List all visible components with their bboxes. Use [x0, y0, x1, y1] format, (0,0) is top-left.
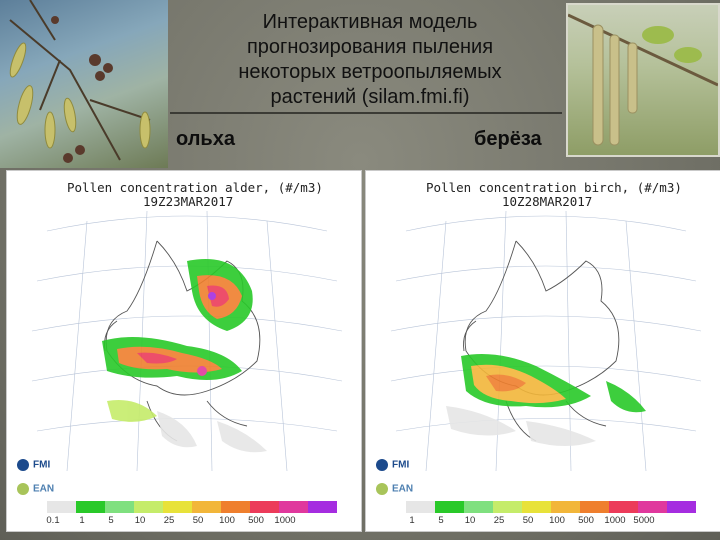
birch-catkins-illustration [568, 13, 718, 146]
title-divider [170, 112, 562, 114]
legend-tick-label: 10 [134, 515, 146, 526]
ean-logo: EAN [376, 483, 430, 497]
legend-tick-label: 1 [79, 515, 85, 526]
alder-label: ольха [176, 128, 235, 150]
legend-tick-label: 5000 [633, 515, 655, 526]
legend-tick-label: 5 [108, 515, 114, 526]
birch-pollen-map: Pollen concentration birch, (#/m3) 10Z28M… [365, 170, 720, 532]
fmi-logo-icon [376, 459, 388, 471]
fmi-logo-text: FMI [33, 459, 51, 471]
legend-tick-label: 1000 [604, 515, 626, 526]
legend-tick-label: 1000 [274, 515, 296, 526]
ean-logo-text: EAN [33, 483, 55, 495]
fmi-logo: FMI [376, 459, 430, 473]
legend-tick-label: 500 [578, 515, 594, 526]
legend-color-segment [308, 501, 337, 513]
legend-color-segment [47, 501, 76, 513]
legend-tick-label: 100 [219, 515, 235, 526]
legend-tick-label: 5 [438, 515, 444, 526]
legend-tick-label: 50 [192, 515, 204, 526]
legend-color-segment [551, 501, 580, 513]
birch-catkins-photo [566, 3, 720, 157]
legend-tick-label: 25 [493, 515, 505, 526]
birch-map-graphic [390, 210, 702, 472]
legend-color-segment [493, 501, 522, 513]
map-title-line: Pollen concentration alder, (#/m3) [67, 180, 323, 195]
legend-color-segment [667, 501, 696, 513]
legend-color-segment [192, 501, 221, 513]
legend-color-segment [105, 501, 134, 513]
title-line: Интерактивная модель [262, 11, 478, 33]
legend-color-segment [279, 501, 308, 513]
legend-color-segment [163, 501, 192, 513]
legend-tick-label: 10 [464, 515, 476, 526]
title-line: растений (silam.fmi.fi) [270, 86, 470, 108]
alder-catkins-illustration [9, 0, 151, 163]
legend-color-segment [435, 501, 464, 513]
legend-tick-label: 50 [522, 515, 534, 526]
legend-color-segment [464, 501, 493, 513]
slide-title: Интерактивная модель прогнозирования пыл… [180, 10, 560, 110]
birch-legend-bar [406, 501, 696, 513]
ean-logo: EAN [17, 483, 71, 497]
fmi-logo: FMI [17, 459, 71, 473]
legend-color-segment [522, 501, 551, 513]
alder-pollen-map: Pollen concentration alder, (#/m3) 19Z23M… [6, 170, 362, 532]
legend-color-segment [250, 501, 279, 513]
birch-label: берёза [474, 128, 542, 150]
legend-color-segment [134, 501, 163, 513]
alder-catkins-photo [0, 0, 168, 168]
legend-color-segment [609, 501, 638, 513]
alder-map-graphic [31, 210, 343, 472]
map-date: 19Z23MAR2017 [143, 194, 234, 209]
alder-map-title: Pollen concentration alder, (#/m3) 19Z23M… [67, 181, 323, 209]
map-title-line: Pollen concentration birch, (#/m3) [426, 180, 682, 195]
birch-map-title: Pollen concentration birch, (#/m3) 10Z28M… [426, 181, 682, 209]
legend-tick-label: 1 [409, 515, 415, 526]
legend-tick-label: 500 [248, 515, 264, 526]
legend-tick-label: 0.1 [46, 515, 60, 526]
title-line: некоторых ветроопыляемых [238, 61, 502, 83]
fmi-logo-text: FMI [392, 459, 410, 471]
legend-color-segment [638, 501, 667, 513]
ean-logo-icon [376, 483, 388, 495]
ean-logo-text: EAN [392, 483, 414, 495]
legend-color-segment [406, 501, 435, 513]
legend-color-segment [76, 501, 105, 513]
legend-tick-label: 100 [549, 515, 565, 526]
title-line: прогнозирования пыления [246, 36, 494, 58]
ean-logo-icon [17, 483, 29, 495]
map-date: 10Z28MAR2017 [502, 194, 593, 209]
legend-color-segment [221, 501, 250, 513]
alder-legend-bar [47, 501, 337, 513]
legend-color-segment [580, 501, 609, 513]
legend-tick-label: 25 [163, 515, 175, 526]
fmi-logo-icon [17, 459, 29, 471]
